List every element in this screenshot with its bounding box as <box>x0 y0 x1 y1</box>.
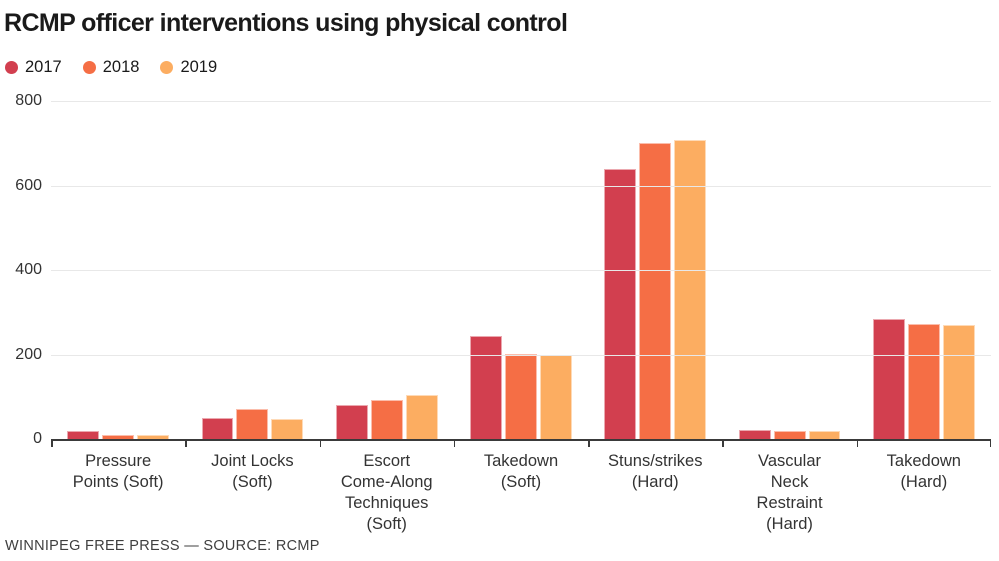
bar-2018-pressure-points-soft <box>102 435 135 439</box>
bar-2018-vascular-neck-restraint-hard <box>773 431 806 439</box>
bar-2017-vascular-neck-restraint-hard <box>738 429 771 439</box>
gridline-400 <box>51 270 991 271</box>
bar-group-takedown-hard <box>857 101 991 439</box>
bar-2018-takedown-hard <box>907 324 940 439</box>
x-axis-label-joint-locks-soft: Joint Locks (Soft) <box>211 452 294 491</box>
y-axis-label-800: 800 <box>15 92 42 109</box>
bar-2018-joint-locks-soft <box>236 409 269 439</box>
axis-tick <box>185 441 187 447</box>
y-axis-label-400: 400 <box>15 261 42 278</box>
bar-2017-takedown-hard <box>872 318 905 439</box>
y-axis-label-200: 200 <box>15 345 42 363</box>
bar-2017-takedown-soft <box>470 335 503 439</box>
legend-dot-icon <box>160 61 174 74</box>
gridline-600 <box>51 185 991 187</box>
legend-item-2018: 2018 <box>82 58 140 77</box>
plot-area: 0 200 400 600 800 <box>15 92 991 447</box>
legend-item-2019: 2019 <box>160 58 217 77</box>
x-axis-label-vascular-neck-restraint-hard: Vascular Neck Restraint (Hard) <box>756 452 823 533</box>
bar-2019-joint-locks-soft <box>271 419 304 439</box>
page-title: RCMP officer interventions using physica… <box>4 9 568 37</box>
source-note: WINNIPEG FREE PRESS — SOURCE: RCMP <box>5 538 320 554</box>
legend-item-2017: 2017 <box>5 58 62 77</box>
bar-2019-vascular-neck-restraint-hard <box>808 430 841 439</box>
bar-group-pressure-points-soft <box>51 101 185 439</box>
y-axis-label-600: 600 <box>15 176 42 194</box>
bar-2019-takedown-hard <box>942 324 975 439</box>
bar-group-takedown-soft <box>454 101 588 439</box>
bar-group-stuns-strikes-hard <box>588 101 722 439</box>
y-axis-label-0: 0 <box>33 430 42 447</box>
bar-2017-escort-come-along-techniques-soft <box>335 405 368 439</box>
axis-tick <box>51 441 53 447</box>
x-axis-ticks <box>51 441 991 448</box>
x-axis-label-stuns-strikes-hard: Stuns/strikes (Hard) <box>608 452 703 491</box>
axis-tick <box>722 441 724 447</box>
axis-tick <box>453 441 456 447</box>
bar-group-joint-locks-soft <box>185 101 319 439</box>
legend-label: 2018 <box>102 58 140 76</box>
legend-label: 2017 <box>25 58 62 76</box>
gridline-800 <box>51 101 991 102</box>
x-axis-label-takedown-hard: Takedown (Hard) <box>886 452 961 491</box>
legend-label: 2019 <box>180 58 218 76</box>
axis-tick <box>588 441 590 447</box>
bar-groups <box>51 101 991 439</box>
bar-2019-escort-come-along-techniques-soft <box>405 394 438 439</box>
bar-2017-pressure-points-soft <box>67 430 100 439</box>
x-axis-label-takedown-soft: Takedown (Soft) <box>483 452 559 491</box>
x-axis-label-escort-come-along-techniques-soft: Escort Come-Along Techniques (Soft) <box>340 452 433 533</box>
bar-group-escort-come-along-techniques-soft <box>320 101 454 439</box>
bar-2017-stuns-strikes-hard <box>604 168 637 439</box>
bar-group-vascular-neck-restraint-hard <box>722 101 856 439</box>
bar-2017-joint-locks-soft <box>201 417 234 439</box>
x-axis-label-pressure-points-soft: Pressure Points (Soft) <box>72 452 164 491</box>
gridline-200 <box>51 354 991 356</box>
bar-2018-takedown-soft <box>505 353 537 439</box>
axis-tick <box>856 441 859 447</box>
legend: 2017 2018 2019 <box>5 58 217 77</box>
bar-2018-stuns-strikes-hard <box>639 143 672 439</box>
x-axis-labels: Pressure Points (Soft) Joint Locks (Soft) Es… <box>51 451 991 535</box>
legend-dot-icon <box>82 61 96 74</box>
bar-2019-pressure-points-soft <box>137 434 170 439</box>
bar-chart: 0 200 400 600 800 Pressure Points (Soft) Joint… <box>15 92 991 535</box>
legend-dot-icon <box>5 61 18 74</box>
bar-2018-escort-come-along-techniques-soft <box>370 400 403 439</box>
axis-tick <box>319 441 322 447</box>
bar-2019-stuns-strikes-hard <box>674 139 707 439</box>
axis-tick <box>989 441 991 447</box>
bar-2019-takedown-soft <box>539 354 572 439</box>
